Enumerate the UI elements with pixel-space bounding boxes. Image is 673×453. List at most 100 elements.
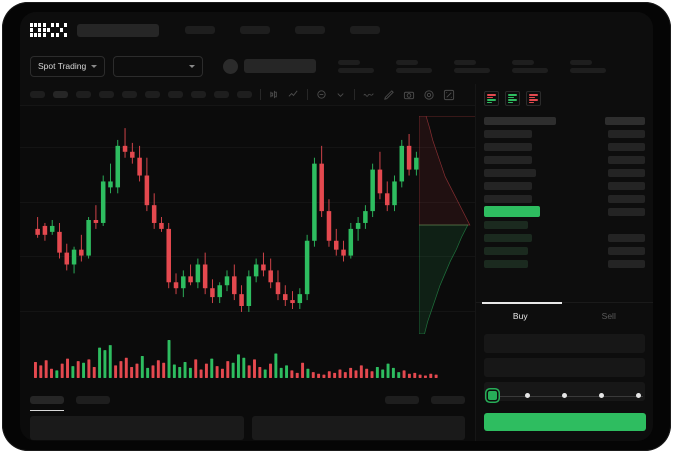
orderbook-ask-price	[484, 194, 532, 203]
orderbook-row[interactable]	[484, 231, 645, 244]
chart-gridline	[20, 201, 475, 203]
timeframe-button-6[interactable]	[145, 91, 160, 98]
settings-gear-icon[interactable]	[423, 89, 435, 101]
slider-step-dot[interactable]	[488, 391, 497, 400]
active-tab-underline	[482, 302, 562, 304]
orders-tab-1[interactable]	[30, 396, 64, 411]
orderbook-amount	[608, 181, 645, 190]
orderbook-mode-asks-icon[interactable]	[526, 91, 541, 106]
logo-letter-o	[30, 23, 41, 37]
indicators-icon[interactable]	[316, 89, 327, 100]
orderbook-last-price	[484, 206, 540, 217]
market-stat-2	[396, 59, 433, 73]
orderbook-row[interactable]	[484, 140, 645, 153]
price-chart[interactable]	[20, 106, 475, 334]
orderbook-ask-price	[484, 168, 536, 177]
timeframe-button-5[interactable]	[122, 91, 137, 98]
timeframe-button-1[interactable]	[30, 91, 45, 98]
orderbook-bid-price	[484, 259, 528, 268]
camera-icon[interactable]	[403, 89, 415, 101]
orderbook-row[interactable]	[484, 192, 645, 205]
pair-price-skeleton	[244, 59, 317, 73]
chevron-down-icon	[189, 64, 196, 68]
orderbook-row[interactable]	[484, 257, 645, 270]
orderbook-row[interactable]	[484, 179, 645, 192]
order-price-field[interactable]	[484, 334, 645, 353]
slider-step-dot[interactable]	[562, 393, 567, 398]
orderbook-display-modes	[476, 84, 653, 112]
slider-step-dot[interactable]	[636, 393, 641, 398]
market-stat-1	[338, 59, 375, 73]
tab-sell[interactable]: Sell	[601, 310, 616, 321]
orders-action-1[interactable]	[385, 396, 419, 404]
orderbook-ask-price	[484, 181, 532, 190]
nav-item-2[interactable]	[240, 26, 270, 34]
toolbar-divider	[307, 89, 308, 100]
slider-step-dot[interactable]	[525, 393, 530, 398]
coin-avatar	[223, 58, 239, 74]
orderbook-amount	[605, 116, 645, 125]
orderbook-row[interactable]	[484, 218, 645, 231]
orderbook-rows[interactable]	[476, 112, 653, 302]
timeframe-button-7[interactable]	[168, 91, 183, 98]
nav-item-3[interactable]	[295, 26, 325, 34]
orders-panel-left[interactable]	[30, 416, 244, 440]
orderbook-panel: Buy Sell	[475, 84, 653, 441]
toolbar-divider	[354, 89, 355, 100]
chevron-down-icon[interactable]	[335, 89, 346, 100]
toolbar-divider	[260, 89, 261, 100]
trading-pair-select[interactable]	[113, 55, 204, 77]
market-type-dropdown[interactable]: Spot Trading	[30, 55, 106, 77]
orders-tab-2[interactable]	[76, 396, 110, 404]
orderbook-row[interactable]	[484, 153, 645, 166]
wave-icon[interactable]	[363, 89, 375, 100]
orders-action-2[interactable]	[431, 396, 465, 404]
fullscreen-icon[interactable]	[443, 89, 455, 101]
timeframe-button-3[interactable]	[76, 91, 91, 98]
orderbook-row[interactable]	[484, 244, 645, 257]
candlestick-series	[35, 128, 419, 312]
orderbook-row[interactable]	[484, 166, 645, 179]
okx-logo[interactable]	[30, 23, 67, 37]
drawing-pencil-icon[interactable]	[383, 89, 395, 101]
chart-gridline	[20, 311, 475, 313]
nav-item-4[interactable]	[350, 26, 380, 34]
orderbook-bid-price	[484, 220, 528, 229]
timeframe-button-8[interactable]	[191, 91, 206, 98]
timeframe-button-2[interactable]	[53, 91, 68, 98]
orderbook-mode-both-icon[interactable]	[484, 91, 499, 106]
app-screen: Spot Trading	[20, 12, 653, 441]
orders-panel-right[interactable]	[251, 416, 465, 440]
global-search-input[interactable]	[77, 23, 159, 37]
orders-tab-bar	[20, 390, 475, 411]
orderbook-amount	[608, 233, 645, 242]
timeframe-button-10[interactable]	[237, 91, 252, 98]
market-depth-overlay	[419, 116, 475, 334]
order-amount-field[interactable]	[484, 358, 645, 377]
orderbook-bid-price	[484, 246, 528, 255]
orderbook-ask-price	[484, 129, 532, 138]
candlestick-chart-icon[interactable]	[269, 89, 280, 100]
chart-gridline	[20, 256, 475, 258]
orderbook-row[interactable]	[484, 205, 645, 218]
timeframe-button-4[interactable]	[99, 91, 114, 98]
orderbook-row[interactable]	[484, 114, 645, 127]
chevron-down-icon	[91, 64, 98, 68]
orderbook-amount	[608, 259, 645, 268]
nav-item-1[interactable]	[185, 26, 215, 34]
slider-step-dot[interactable]	[599, 393, 604, 398]
market-stat-4	[512, 59, 549, 73]
top-navigation-bar	[20, 12, 653, 48]
submit-order-button[interactable]	[484, 413, 646, 431]
volume-series	[34, 340, 438, 378]
market-sub-header: Spot Trading	[20, 48, 653, 84]
orderbook-row[interactable]	[484, 127, 645, 140]
orderbook-mode-bids-icon[interactable]	[505, 91, 520, 106]
orderbook-amount	[608, 142, 645, 151]
market-stat-5	[570, 59, 607, 73]
timeframe-button-9[interactable]	[214, 91, 229, 98]
tab-buy[interactable]: Buy	[512, 310, 528, 321]
amount-slider[interactable]	[484, 389, 646, 403]
line-chart-icon[interactable]	[288, 89, 299, 100]
